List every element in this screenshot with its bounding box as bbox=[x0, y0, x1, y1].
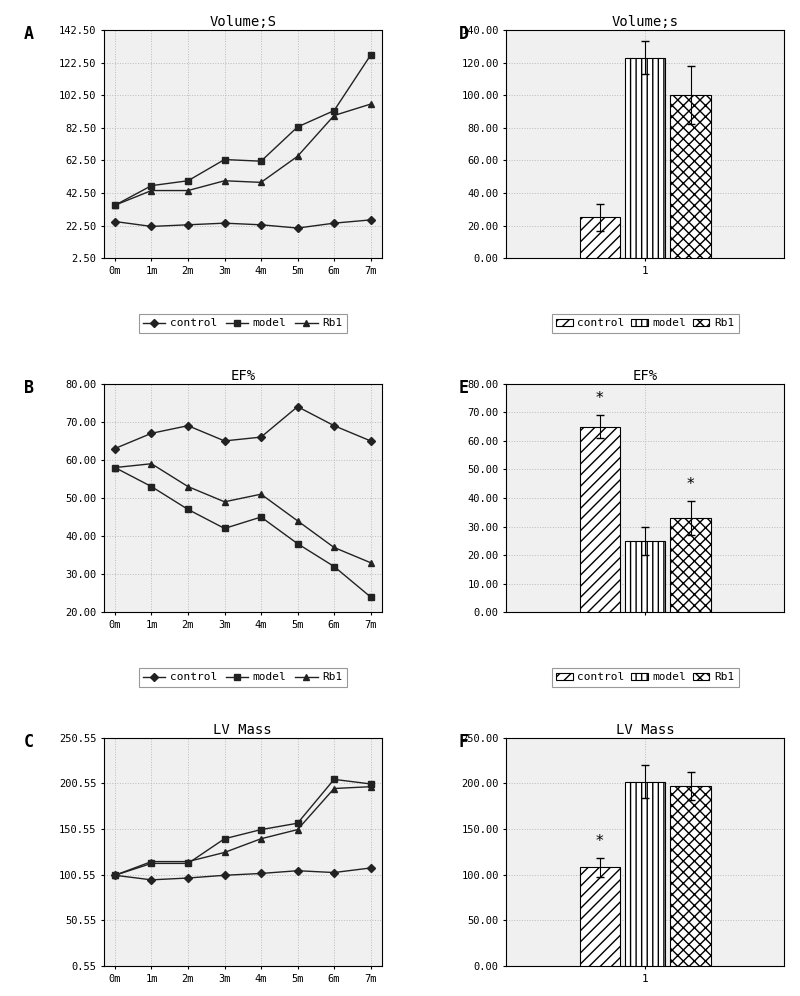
Title: EF%: EF% bbox=[633, 369, 658, 382]
Title: Volume;S: Volume;S bbox=[210, 15, 276, 29]
Legend: control, model, Rb1: control, model, Rb1 bbox=[552, 668, 738, 687]
Legend: control, model, Rb1: control, model, Rb1 bbox=[139, 314, 346, 333]
Bar bbox=[625, 58, 666, 258]
Text: F: F bbox=[458, 733, 469, 751]
Title: LV Mass: LV Mass bbox=[616, 723, 674, 737]
Title: Volume;s: Volume;s bbox=[612, 15, 678, 29]
Bar bbox=[670, 518, 711, 613]
Text: *: * bbox=[687, 477, 694, 492]
Title: EF%: EF% bbox=[230, 369, 255, 382]
Bar bbox=[580, 217, 620, 258]
Bar bbox=[580, 426, 620, 613]
Bar bbox=[580, 868, 620, 966]
Bar bbox=[625, 782, 666, 966]
Text: C: C bbox=[24, 733, 34, 751]
Text: *: * bbox=[596, 391, 604, 406]
Text: B: B bbox=[24, 378, 34, 396]
Text: D: D bbox=[458, 25, 469, 43]
Text: A: A bbox=[24, 25, 34, 43]
Legend: control, model, Rb1: control, model, Rb1 bbox=[139, 668, 346, 687]
Text: *: * bbox=[596, 835, 604, 850]
Legend: control, model, Rb1: control, model, Rb1 bbox=[552, 314, 738, 333]
Title: LV Mass: LV Mass bbox=[214, 723, 272, 737]
Bar bbox=[625, 541, 666, 613]
Bar bbox=[670, 786, 711, 966]
Bar bbox=[670, 96, 711, 258]
Text: E: E bbox=[458, 378, 469, 396]
